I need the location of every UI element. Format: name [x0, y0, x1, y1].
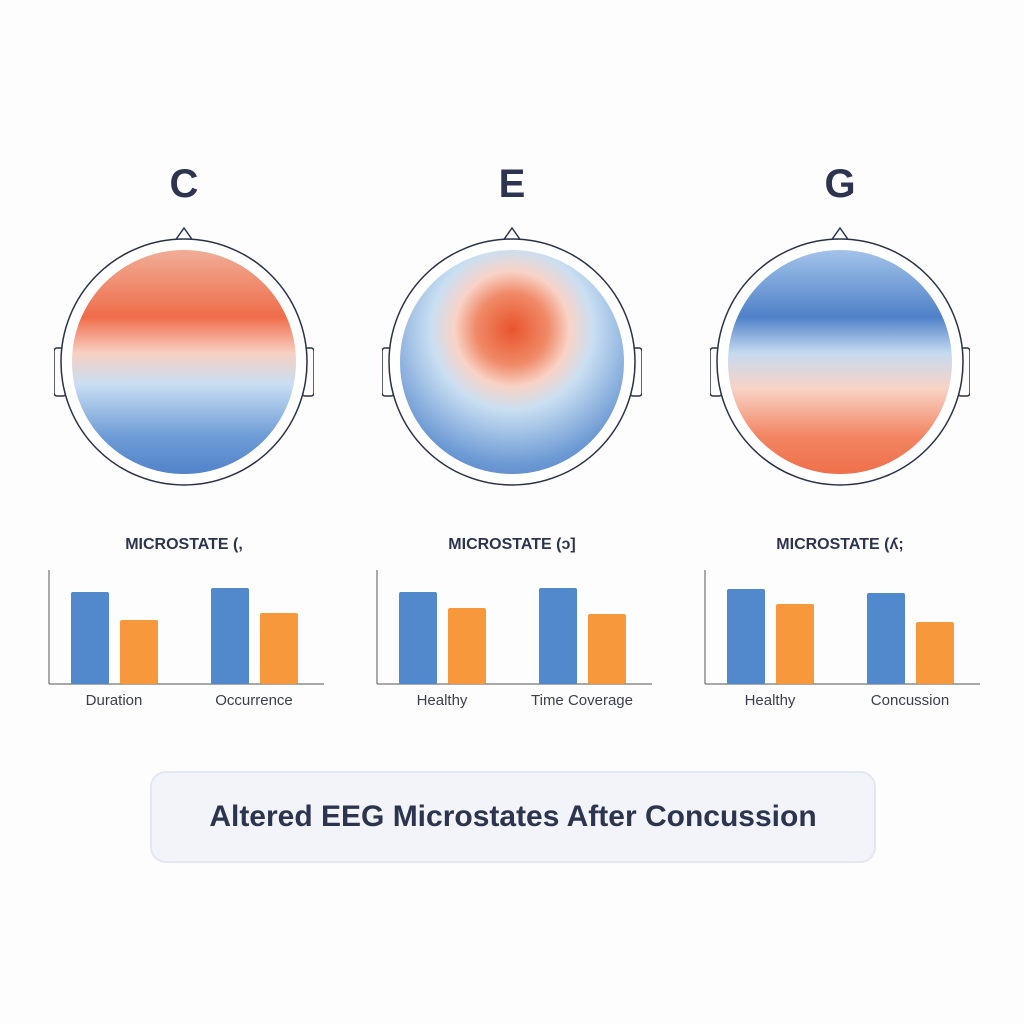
blue-bar: [867, 593, 905, 684]
panel-letter: G: [824, 162, 856, 206]
x-tick-label: Healthy: [416, 692, 468, 709]
topomap-fill: [72, 250, 296, 474]
scalp-topomap: [710, 226, 970, 486]
topomap-fill: [400, 250, 624, 474]
x-tick-label: Occurrence: [215, 692, 293, 709]
title-banner: Altered EEG Microstates After Concussion: [150, 771, 876, 863]
x-tick-label: Duration: [85, 692, 143, 709]
blue-bar: [71, 592, 109, 684]
bar-chart: [704, 570, 980, 685]
panel-letter: E: [498, 162, 526, 206]
blue-bar: [211, 588, 249, 684]
orange-bar: [120, 620, 158, 684]
blue-bar: [399, 592, 437, 684]
orange-bar: [260, 613, 298, 684]
microstate-title: MICROSTATE (ʎ;: [776, 536, 904, 553]
orange-bar: [588, 614, 626, 684]
orange-bar: [916, 622, 954, 684]
microstate-title: MICROSTATE (ɔ]: [448, 536, 576, 553]
scalp-topomap: [54, 226, 314, 486]
x-tick-label: Concussion: [870, 692, 950, 709]
scalp-topomap: [382, 226, 642, 486]
x-tick-label: Time Coverage: [531, 692, 633, 709]
blue-bar: [539, 588, 577, 684]
bar-chart: [376, 570, 652, 685]
microstate-title: MICROSTATE (,: [125, 536, 243, 553]
bar-chart: [48, 570, 324, 685]
main-title: Altered EEG Microstates After Concussion: [209, 800, 817, 833]
orange-bar: [776, 604, 814, 684]
topomap-fill: [728, 250, 952, 474]
panel-letter: C: [169, 162, 199, 206]
orange-bar: [448, 608, 486, 684]
blue-bar: [727, 589, 765, 684]
x-tick-label: Healthy: [744, 692, 796, 709]
